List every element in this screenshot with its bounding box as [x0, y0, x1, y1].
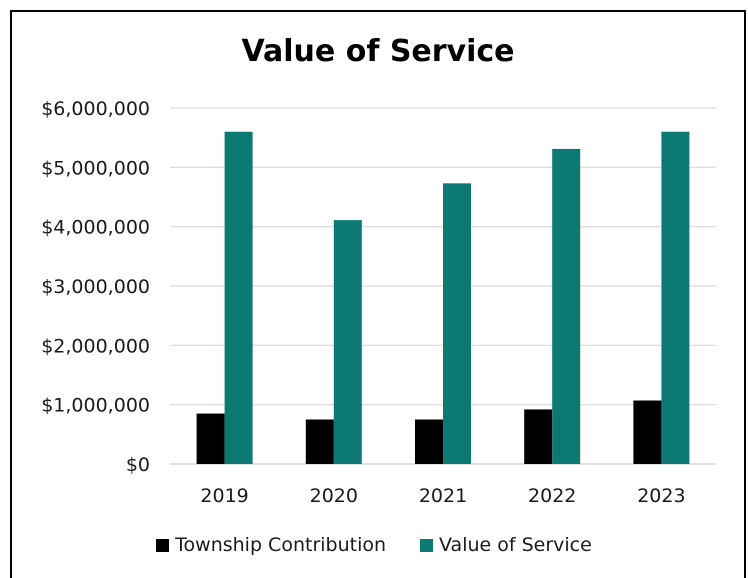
bar-township-contribution-2020	[305, 419, 334, 464]
bar-township-contribution-2021	[415, 419, 443, 464]
legend-swatch-value-of-service	[420, 538, 434, 552]
y-tick-label: $1,000,000	[41, 395, 150, 417]
x-tick-label: 2020	[310, 485, 358, 507]
x-tick-label: 2019	[200, 485, 248, 507]
legend-item-value-of-service: Value of Service	[420, 534, 592, 556]
legend-label-value-of-service: Value of Service	[439, 534, 592, 556]
bar-township-contribution-2022	[524, 409, 553, 464]
bar-township-contribution-2023	[633, 400, 662, 464]
bar-value-of-service-2022	[552, 148, 581, 464]
chart-title: Value of Service	[241, 34, 515, 69]
y-axis-tick-labels: $0 $1,000,000 $2,000,000 $3,000,000 $4,000,0…	[41, 98, 150, 476]
legend-swatch-township-contribution	[156, 538, 170, 552]
y-tick-label: $6,000,000	[41, 98, 150, 120]
y-tick-label: $3,000,000	[41, 276, 150, 298]
legend-label-township-contribution: Township Contribution	[175, 534, 387, 556]
bar-township-contribution-2019	[196, 413, 225, 464]
y-tick-label: $2,000,000	[41, 335, 150, 357]
bars	[196, 131, 690, 464]
legend: Township Contribution Value of Service	[0, 534, 748, 556]
x-axis-tick-labels: 2019 2020 2021 2022 2023	[200, 485, 685, 507]
bar-value-of-service-2023	[661, 131, 690, 464]
y-tick-label: $0	[126, 454, 150, 476]
chart-frame	[10, 10, 746, 578]
bar-value-of-service-2019	[224, 131, 253, 464]
x-tick-label: 2022	[528, 485, 576, 507]
legend-item-township-contribution: Township Contribution	[156, 534, 386, 556]
y-tick-label: $5,000,000	[41, 157, 150, 179]
bar-value-of-service-2021	[443, 183, 471, 464]
y-tick-label: $4,000,000	[41, 217, 150, 239]
x-tick-label: 2023	[637, 485, 685, 507]
x-tick-label: 2021	[419, 485, 467, 507]
bar-value-of-service-2020	[333, 220, 362, 464]
